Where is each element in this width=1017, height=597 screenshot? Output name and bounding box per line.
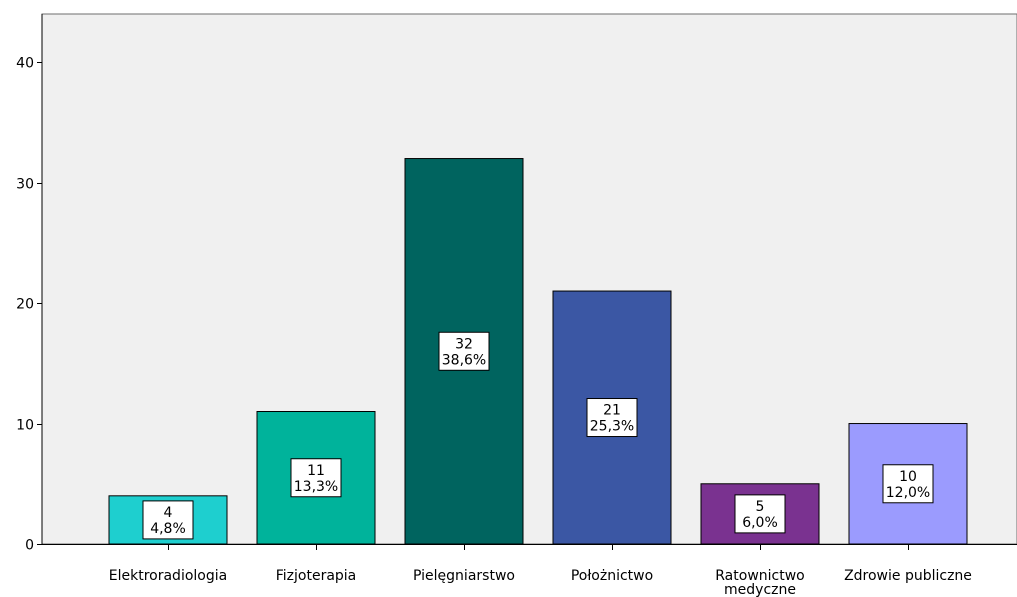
- data-label-percent: 38,6%: [442, 352, 486, 368]
- x-tick-label: Pielęgniarstwo: [413, 568, 515, 584]
- y-tick-label: 0: [25, 538, 34, 554]
- x-tick-label: Położnictwo: [571, 568, 653, 584]
- y-tick-label: 10: [16, 418, 34, 434]
- data-label-percent: 6,0%: [742, 515, 778, 531]
- data-label-box: [882, 464, 934, 504]
- data-label-value: 11: [307, 463, 325, 479]
- data-label-value: 5: [756, 499, 765, 515]
- y-axis: 0 10 20 30 40: [16, 14, 43, 554]
- data-label-percent: 25,3%: [590, 419, 634, 435]
- data-label-percent: 12,0%: [886, 485, 930, 501]
- x-tick-label: Fizjoterapia: [276, 568, 357, 584]
- data-label-value: 21: [603, 403, 621, 419]
- x-tick-label: Elektroradiologia: [109, 568, 227, 584]
- data-label-value: 32: [455, 336, 473, 352]
- data-label-box: [438, 331, 490, 371]
- y-tick-label: 30: [16, 177, 34, 193]
- data-label-value: 10: [899, 469, 917, 485]
- data-label-box: [586, 398, 638, 438]
- x-tick-label: Ratownictwo: [715, 568, 804, 584]
- data-label-percent: 13,3%: [294, 479, 338, 495]
- x-axis: Elektroradiologia Fizjoterapia Pielęgniars…: [42, 544, 1017, 597]
- x-tick-label: medyczne: [724, 582, 796, 597]
- data-label-box: [734, 494, 786, 534]
- x-tick-label: Zdrowie publiczne: [844, 568, 972, 584]
- data-label-value: 4: [164, 505, 173, 521]
- data-label-box: [290, 458, 342, 498]
- data-label-percent: 4,8%: [150, 521, 186, 537]
- data-label-box: [142, 500, 194, 540]
- y-tick-label: 40: [16, 56, 34, 72]
- y-tick-label: 20: [16, 297, 34, 313]
